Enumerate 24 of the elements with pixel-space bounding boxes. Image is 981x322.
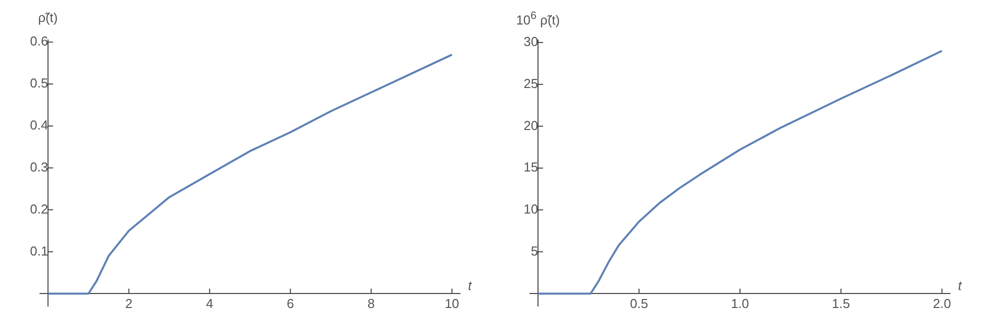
y-tick-label: 0.3 — [30, 159, 48, 174]
y-tick-label: 0.5 — [30, 76, 48, 91]
x-tick-label: 10 — [444, 296, 460, 311]
y-tick-label: 0.1 — [30, 243, 48, 258]
y-tick-label: 5 — [530, 243, 538, 258]
x-tick-label: 2.0 — [932, 296, 951, 312]
y-tick-label: 30 — [524, 34, 538, 50]
x-tick-label: 2 — [125, 296, 132, 311]
y-tick-label: 10 — [524, 202, 538, 217]
x-axis-title: t — [958, 278, 962, 293]
x-tick-label: 0.5 — [630, 296, 648, 312]
y-tick-label: 0.6 — [30, 34, 48, 49]
x-tick-label: 1.0 — [730, 296, 750, 312]
y-tick-label: 25 — [524, 76, 538, 91]
y-tick-label: 0.2 — [30, 201, 48, 216]
x-tick-label: 6 — [286, 296, 294, 311]
x-axis-title: t — [468, 278, 472, 293]
x-tick-label: 4 — [206, 296, 214, 311]
x-tick-label: 1.5 — [832, 296, 850, 312]
y-axis-title: 10$^{6}$ ρ̃(t) — [516, 10, 560, 28]
y-tick-label: 20 — [524, 118, 538, 133]
y-tick-label: 15 — [524, 160, 538, 175]
y-axis-title: ρ̃(t) — [38, 10, 58, 25]
x-tick-label: 8 — [368, 296, 375, 311]
